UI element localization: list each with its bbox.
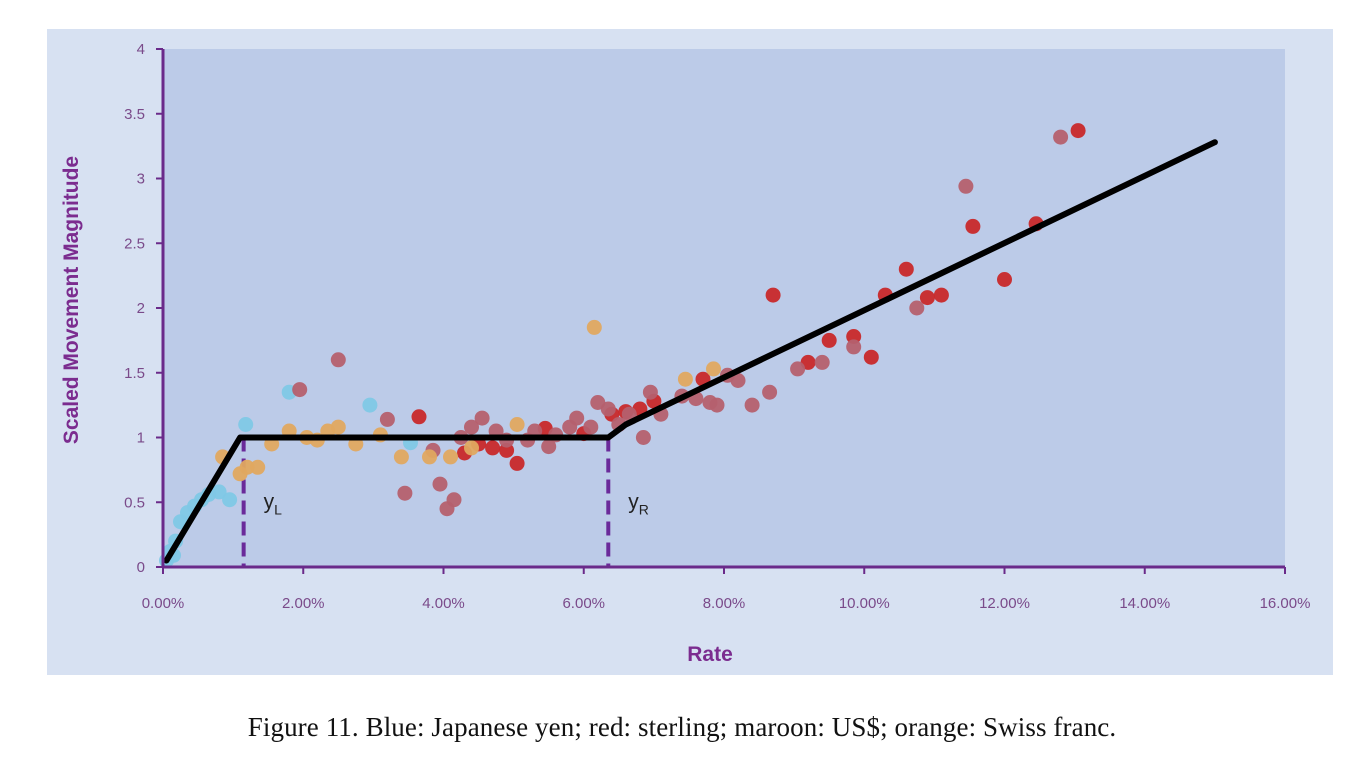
y-tick-label: 3	[137, 171, 145, 188]
x-tick-label: 0.00%	[142, 595, 185, 612]
point-blue-9	[211, 484, 227, 500]
y-tick-label: 1	[137, 430, 145, 447]
y-tick-label: 2.5	[124, 235, 145, 252]
y-tick-label: 2	[137, 300, 145, 317]
x-tick-label: 4.00%	[422, 595, 465, 612]
point-red-17	[863, 349, 879, 365]
point-orange-2	[239, 459, 255, 475]
annotation-main: y	[628, 491, 639, 514]
point-red-15	[821, 332, 837, 348]
point-maroon-37	[846, 339, 862, 355]
annotation-yL: yL	[264, 491, 283, 518]
x-tick-label: 2.00%	[282, 595, 325, 612]
point-maroon-33	[744, 397, 760, 413]
x-tick-label: 14.00%	[1119, 595, 1170, 612]
x-tick-label: 10.00%	[839, 595, 890, 612]
point-maroon-9	[464, 419, 479, 435]
annotation-subscript: L	[274, 502, 282, 518]
point-red-25	[1070, 123, 1086, 139]
y-tick-label: 4	[137, 41, 145, 58]
point-maroon-36	[814, 354, 830, 370]
x-tick-label: 16.00%	[1260, 595, 1311, 612]
point-blue-11	[238, 417, 254, 432]
annotation-main: y	[264, 491, 275, 514]
point-red-19	[898, 261, 914, 277]
point-maroon-18	[569, 410, 585, 426]
point-maroon-40	[1053, 129, 1069, 145]
point-orange-14	[443, 449, 458, 465]
point-orange-17	[586, 319, 602, 335]
point-red-23	[997, 272, 1012, 287]
point-orange-15	[464, 440, 479, 456]
point-orange-9	[330, 419, 346, 435]
point-red-16	[846, 329, 862, 344]
y-tick-label: 0	[137, 559, 145, 576]
point-maroon-38	[909, 300, 925, 316]
point-red-5	[509, 455, 525, 471]
point-orange-12	[393, 449, 409, 465]
point-maroon-39	[958, 178, 974, 194]
point-maroon-21	[600, 401, 616, 417]
point-maroon-30	[709, 397, 725, 413]
point-maroon-19	[583, 419, 599, 435]
point-red-13	[765, 287, 781, 303]
y-tick-label: 1.5	[124, 365, 145, 382]
point-maroon-24	[635, 430, 651, 445]
point-red-4	[499, 442, 515, 458]
point-maroon-10	[474, 410, 490, 426]
point-maroon-0	[292, 382, 308, 398]
point-maroon-5	[432, 476, 448, 492]
point-red-20	[919, 290, 935, 306]
fit-line	[163, 139, 1218, 564]
point-maroon-25	[642, 384, 658, 400]
annotation-yR: yR	[628, 491, 649, 518]
x-tick-label: 8.00%	[703, 595, 746, 612]
annotation-subscript: R	[639, 502, 649, 518]
point-orange-3	[250, 459, 266, 475]
x-tick-label: 12.00%	[979, 595, 1030, 612]
figure-caption: Figure 11. Blue: Japanese yen; red: ster…	[247, 712, 1117, 742]
point-maroon-35	[790, 361, 806, 377]
point-orange-19	[706, 361, 721, 377]
y-axis-title: Scaled Movement Magnitude	[60, 156, 83, 444]
point-maroon-2	[379, 411, 395, 427]
point-maroon-3	[397, 485, 413, 501]
point-red-21	[933, 287, 949, 303]
point-maroon-7	[446, 492, 462, 508]
point-red-3	[485, 440, 501, 456]
scatter-chart: 0.00% 2.00% 4.00% 6.00% 8.00% 10.00% 12.00% 14.…	[47, 29, 1333, 675]
x-axis-title: Rate	[687, 643, 733, 666]
point-orange-13	[422, 449, 437, 465]
point-orange-16	[509, 417, 525, 432]
point-maroon-32	[730, 373, 746, 388]
point-maroon-34	[762, 384, 778, 400]
point-blue-13	[362, 397, 378, 413]
y-tick-label: 3.5	[124, 106, 145, 123]
plot-area	[163, 49, 1285, 567]
point-red-22	[965, 218, 981, 234]
point-orange-18	[677, 371, 693, 387]
point-red-0	[411, 409, 427, 425]
point-blue-10	[222, 492, 238, 508]
y-tick-label: 0.5	[124, 494, 145, 511]
point-maroon-1	[330, 352, 346, 368]
x-tick-label: 6.00%	[562, 595, 605, 612]
point-maroon-15	[541, 439, 557, 455]
